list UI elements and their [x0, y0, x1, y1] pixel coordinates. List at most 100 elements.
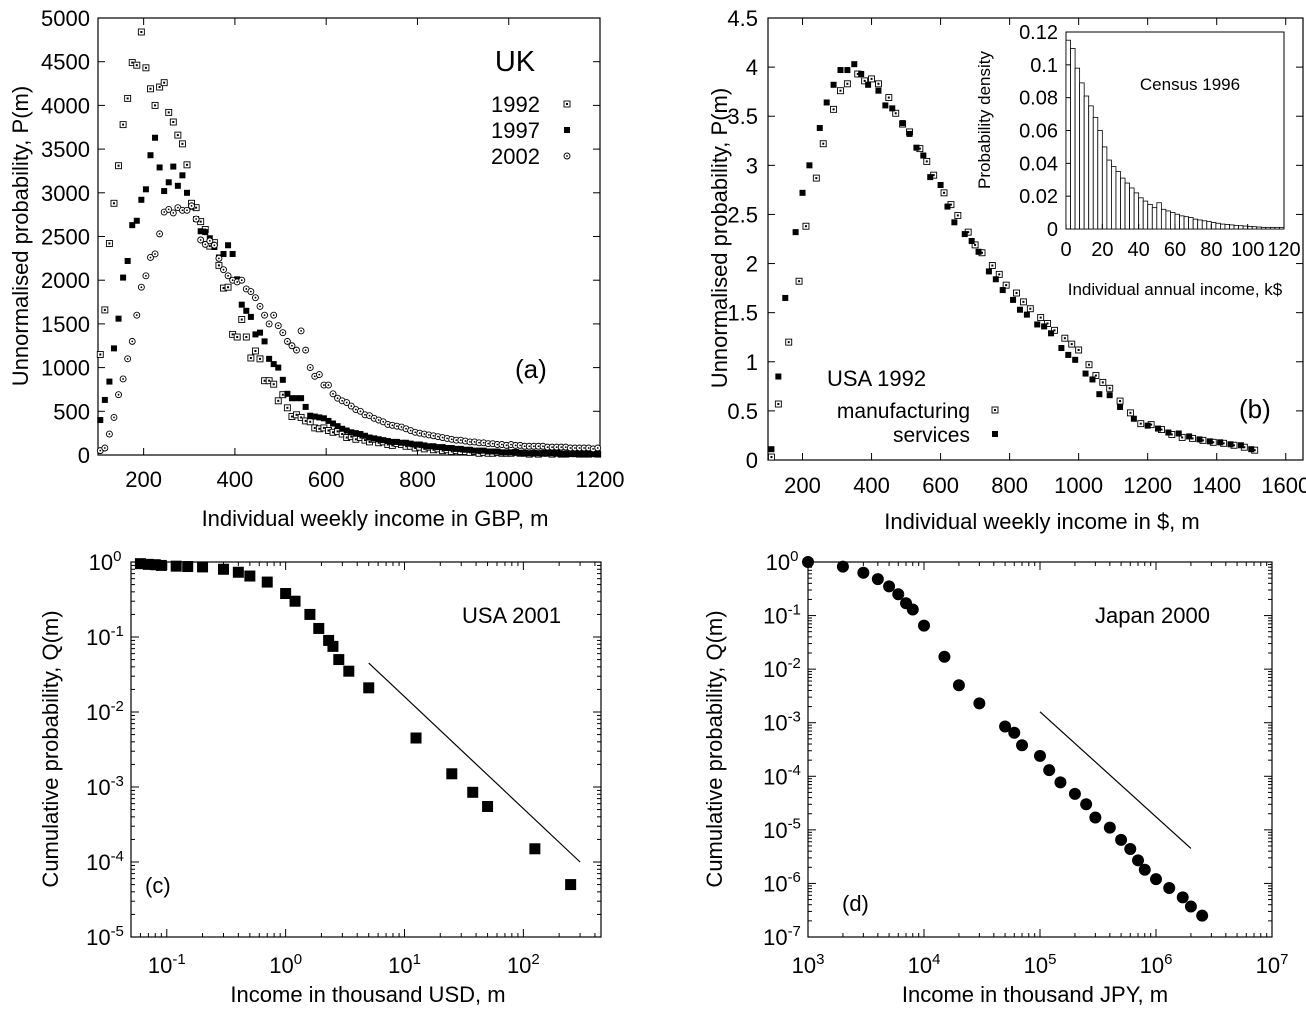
panel-a-ytick-label: 2000 [41, 268, 90, 293]
panel-b-point-dot [894, 112, 897, 115]
panel-a-point-dot [208, 239, 211, 242]
panel-a-point [517, 450, 524, 457]
panel-a-point-dot [295, 413, 298, 416]
panel-b-xlabel: Individual weekly income in $, m [884, 509, 1199, 534]
panel-b-point-dot [839, 89, 842, 92]
panel-b-point [1023, 311, 1030, 318]
panel-d-point [1054, 776, 1067, 789]
panel-a-point [238, 301, 245, 308]
panel-a-point-dot [332, 392, 334, 395]
legend-b-marker [992, 431, 998, 437]
panel-c-point [363, 682, 375, 694]
panel-a-point [457, 445, 464, 452]
inset-bar [1233, 224, 1239, 230]
inset-bar [1197, 219, 1203, 230]
panel-a-point-dot [537, 445, 540, 448]
panel-b-point-dot [877, 82, 880, 85]
inset-bar [1251, 226, 1258, 230]
panel-a-point [330, 420, 337, 427]
panel-a-point-dot [578, 447, 581, 449]
legend-a-marker-dot [566, 103, 568, 105]
panel-a-point-dot [587, 447, 590, 449]
panel-a-point [466, 446, 473, 453]
panel-c-ytick-label: 100 [89, 548, 122, 575]
inset-bar [1238, 225, 1244, 230]
panel-a-point-dot [163, 81, 166, 84]
panel-a-point-dot [290, 415, 293, 418]
panel-a-point-dot [240, 279, 243, 282]
panel-b-point [1089, 376, 1096, 383]
panel-a-point-dot [245, 336, 248, 339]
panel-d-xtick-label: 104 [908, 951, 941, 978]
panel-b-point [968, 237, 975, 244]
panel-a-point [156, 164, 163, 171]
panel-a-point-dot [195, 206, 198, 209]
panel-a-point-dot [304, 419, 307, 422]
panel-b-ytick-label: 2.5 [727, 202, 758, 227]
panel-d-point [883, 580, 896, 593]
panel-a-point-dot [181, 142, 184, 145]
panel-a-point [530, 450, 537, 457]
panel-a-point-dot [149, 256, 152, 259]
panel-b-point [1206, 438, 1213, 445]
panel-b-point [913, 144, 920, 151]
inset-xtick-label: 120 [1267, 239, 1300, 261]
panel-a-point-dot [281, 393, 284, 396]
panel-a-point-dot [140, 286, 143, 289]
inset-bar [1260, 226, 1267, 230]
panel-b-point-dot [998, 273, 1001, 276]
panel-b-point-dot [956, 214, 959, 217]
panel-a-point-dot [405, 445, 408, 448]
panel-b-point [1130, 415, 1137, 422]
panel-a-letter: (a) [515, 354, 547, 384]
panel-b-point-dot [1243, 446, 1246, 449]
panel-b-point [799, 189, 806, 196]
panel-d-ylabel: Cumulative probability, Q(m) [702, 610, 727, 887]
panel-a-point-dot [313, 375, 316, 378]
panel-b-point-dot [1212, 441, 1215, 444]
panel-a-point-dot [514, 444, 517, 447]
panel-d-point [973, 697, 986, 710]
inset-xtick-label: 100 [1231, 239, 1264, 261]
panel-a-point-dot [528, 445, 531, 448]
panel-a-xtick-label: 400 [217, 467, 254, 492]
inset-bar [1274, 226, 1280, 230]
panel-b-point [1010, 296, 1017, 303]
panel-b-point [920, 152, 927, 159]
panel-a-xtick-label: 800 [399, 467, 436, 492]
inset-ytick-label: 0.06 [1019, 121, 1058, 143]
legend-a-1997-label: 1997 [491, 118, 540, 143]
panel-b-point-dot [1191, 437, 1194, 440]
panel-b-point-dot [1129, 411, 1132, 414]
panel-a-point-dot [99, 353, 102, 356]
panel-a-point-dot [345, 401, 348, 404]
panel-b-point [1155, 425, 1162, 432]
panel-a-point-dot [231, 279, 234, 282]
panel-d-point [1124, 842, 1137, 855]
panel-b-point [889, 105, 896, 112]
panel-a-point-dot [254, 296, 257, 299]
panel-a-point [293, 395, 300, 402]
panel-a-point [503, 449, 510, 456]
panel-a-point-dot [473, 440, 476, 443]
panel-a-point-dot [158, 86, 161, 89]
panel-d-xtick-label: 105 [1024, 951, 1057, 978]
panel-a-xtick-label: 1000 [484, 467, 533, 492]
panel-c-point [333, 654, 345, 666]
panel-a-point-dot [386, 443, 389, 446]
panel-b-point-dot [1029, 307, 1032, 310]
panel-a-point-dot [236, 281, 239, 283]
inset-xtick-label: 40 [1128, 239, 1150, 261]
panel-b-point-dot [822, 142, 825, 145]
panel-a-point [183, 189, 190, 196]
panel-a-point [375, 436, 382, 443]
panel-a-point [567, 451, 574, 458]
inset-xtick-label: 20 [1091, 239, 1113, 261]
panel-a-point-dot [108, 433, 111, 435]
panel-b-point [1058, 345, 1065, 352]
panel-a-point [270, 361, 277, 368]
panel-b: 200 400 600 800 1000 1200 1400 160000.511.522.5… [707, 6, 1306, 534]
panel-a-point-dot [313, 426, 316, 429]
panel-d-point [938, 650, 951, 663]
panel-a-point [544, 450, 551, 457]
